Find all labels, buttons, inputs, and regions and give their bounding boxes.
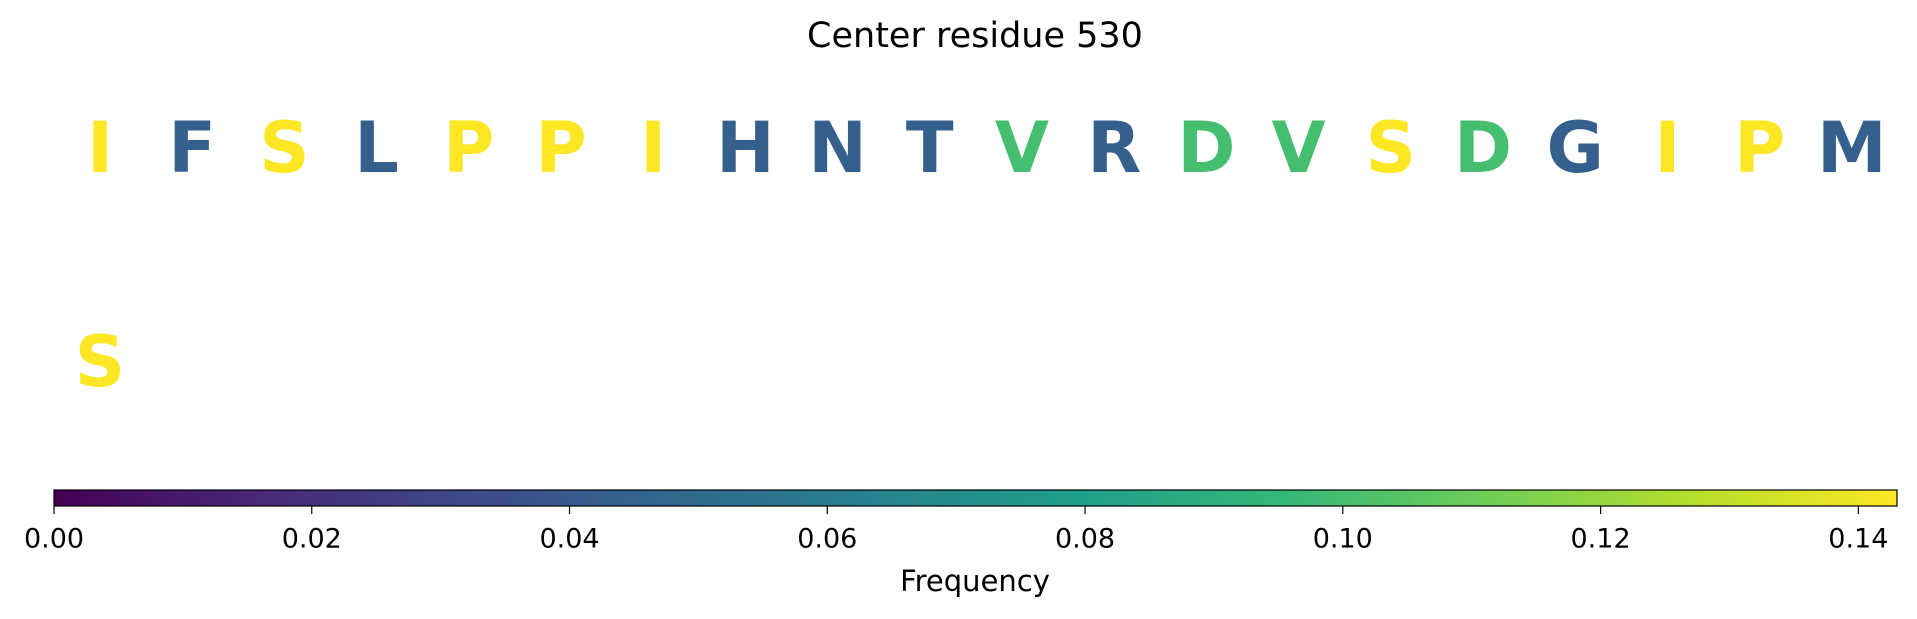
colorbar-label: Frequency: [900, 564, 1050, 598]
residue-letter: S: [75, 321, 125, 403]
residue-letter: I: [640, 107, 666, 189]
residue-letter: L: [354, 107, 399, 189]
residue-letter: V: [1272, 107, 1326, 189]
x-tick-label: 0.08: [1055, 524, 1115, 555]
x-tick-label: 0.00: [24, 524, 84, 555]
residue-letter: F: [168, 107, 216, 189]
x-tick-label: 0.04: [539, 524, 599, 555]
residue-letter: M: [1817, 107, 1887, 189]
residue-letter: T: [906, 107, 954, 189]
residue-letter: I: [87, 107, 113, 189]
residue-letter: G: [1546, 107, 1603, 189]
residue-letter: P: [535, 107, 586, 189]
residue-letter: R: [1087, 107, 1141, 189]
residue-letter: V: [995, 107, 1049, 189]
residue-letter: S: [1366, 107, 1416, 189]
chart-title: Center residue 530: [807, 16, 1143, 56]
residue-letter: P: [1734, 107, 1785, 189]
residue-letter: D: [1177, 107, 1235, 189]
residue-letter: D: [1454, 107, 1512, 189]
x-tick-label: 0.10: [1313, 524, 1373, 555]
x-tick-label: 0.14: [1828, 524, 1888, 555]
residue-letter: H: [716, 107, 775, 189]
residue-letter: N: [808, 107, 867, 189]
x-tick-label: 0.02: [282, 524, 342, 555]
colorbar: [53, 489, 1898, 507]
residue-letter: I: [1654, 107, 1680, 189]
x-tick-label: 0.12: [1571, 524, 1631, 555]
residue-letter: P: [443, 107, 494, 189]
residue-letter: S: [259, 107, 309, 189]
x-tick-label: 0.06: [797, 524, 857, 555]
